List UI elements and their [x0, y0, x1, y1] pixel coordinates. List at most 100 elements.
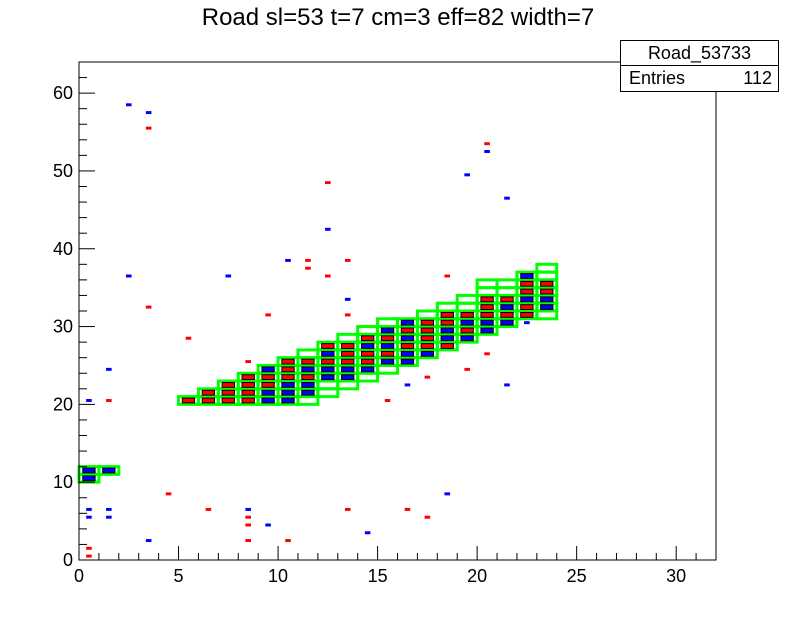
hit-red	[221, 389, 235, 396]
hit-red	[520, 288, 534, 295]
x-tick-label: 25	[567, 566, 587, 586]
hit-blue	[504, 383, 510, 387]
hit-blue	[82, 475, 96, 482]
hit-red	[245, 539, 251, 543]
hit-blue	[460, 319, 474, 326]
hit-blue	[480, 327, 494, 334]
hit-red	[520, 311, 534, 318]
hit-red	[205, 507, 212, 511]
hit-red	[424, 515, 431, 519]
hit-blue	[440, 335, 454, 342]
road-layer	[77, 262, 559, 484]
hit-red	[344, 507, 351, 511]
hit-blue	[301, 366, 315, 373]
hit-blue	[484, 150, 490, 153]
hit-red	[400, 327, 415, 334]
entries-value: 112	[743, 68, 772, 88]
hit-blue	[400, 350, 415, 357]
hit-red	[305, 266, 311, 270]
hit-red	[245, 515, 251, 519]
hit-blue	[540, 296, 554, 303]
entries-label: Entries	[629, 68, 686, 88]
hit-blue	[444, 492, 451, 496]
hit-blue	[400, 358, 415, 365]
hit-red	[325, 181, 331, 185]
hit-blue	[145, 111, 152, 115]
hit-blue	[520, 296, 534, 303]
x-tick-label: 15	[368, 566, 388, 586]
hit-red	[360, 358, 375, 365]
hit-red	[261, 382, 275, 388]
hit-blue	[261, 389, 275, 396]
hit-red	[241, 397, 255, 404]
hit-red	[484, 142, 490, 146]
hit-red	[400, 343, 415, 349]
hit-blue	[360, 343, 375, 349]
hit-blue	[380, 327, 395, 334]
hit-blue	[380, 343, 395, 349]
hit-red	[341, 343, 355, 349]
hit-red	[145, 126, 152, 130]
hit-blue	[265, 523, 271, 527]
hit-red	[440, 311, 454, 318]
hit-red	[325, 274, 331, 278]
hit-blue	[86, 515, 92, 519]
hit-red	[420, 319, 435, 326]
y-tick-label: 50	[53, 161, 73, 181]
x-tick-label: 0	[74, 566, 84, 586]
hit-red	[321, 358, 335, 365]
stats-box: Road_53733 Entries 112	[620, 40, 779, 92]
hit-red	[520, 304, 534, 311]
road-cell	[296, 348, 320, 360]
hit-blue	[125, 103, 132, 107]
stats-name: Road_53733	[621, 41, 778, 66]
y-tick-label: 20	[53, 394, 73, 414]
hit-blue	[400, 319, 415, 326]
hit-red	[341, 358, 355, 365]
hit-blue	[480, 319, 494, 326]
hit-blue	[540, 304, 554, 311]
hit-red	[404, 507, 411, 511]
axes: 0 5 10 15 20 25 30 0 10 20 30 40 50 60	[53, 61, 717, 586]
hit-red	[281, 374, 295, 381]
hit-layer	[82, 103, 554, 558]
hit-blue	[285, 258, 291, 262]
road-cell	[475, 278, 499, 290]
hit-red	[540, 288, 554, 295]
hit-red	[245, 360, 251, 364]
hit-blue	[145, 539, 152, 543]
hit-red	[360, 335, 375, 342]
hit-red	[106, 399, 112, 402]
road-cell	[435, 301, 459, 313]
hit-blue	[464, 173, 470, 177]
hit-blue	[82, 467, 96, 474]
hit-red	[480, 304, 494, 311]
hit-blue	[400, 335, 415, 342]
hit-red	[265, 313, 271, 317]
hit-blue	[281, 397, 295, 404]
hit-red	[520, 280, 534, 287]
x-tick-label: 20	[467, 566, 487, 586]
hit-red	[245, 523, 251, 527]
hit-blue	[86, 507, 92, 511]
hit-red	[360, 350, 375, 357]
hit-red	[201, 389, 216, 396]
hit-red	[341, 350, 355, 357]
hit-blue	[524, 321, 530, 325]
hit-blue	[261, 397, 275, 404]
road-cell	[97, 465, 121, 476]
y-tick-label: 0	[63, 550, 73, 570]
hit-blue	[125, 274, 132, 278]
hit-red	[344, 313, 351, 317]
stats-entries-row: Entries 112	[621, 66, 778, 91]
hit-blue	[520, 273, 534, 279]
x-tick-label: 10	[268, 566, 288, 586]
road-cell	[415, 309, 439, 321]
hit-red	[380, 350, 395, 357]
hit-red	[460, 311, 474, 318]
hit-blue	[364, 531, 371, 535]
hit-blue	[460, 335, 474, 342]
hit-red	[480, 296, 494, 303]
hit-red	[305, 258, 311, 262]
hit-red	[500, 296, 514, 303]
